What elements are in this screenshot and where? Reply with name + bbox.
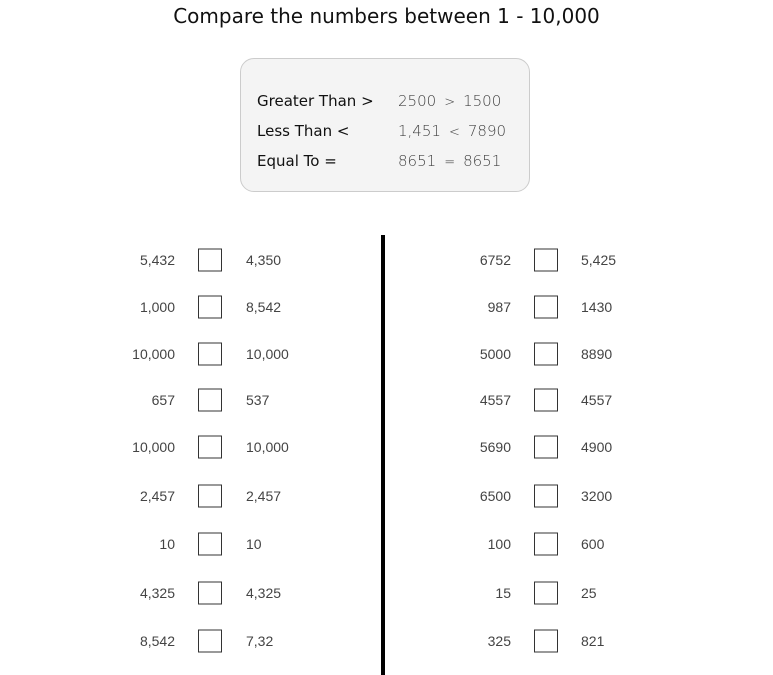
example-op: < bbox=[448, 125, 460, 140]
answer-box[interactable] bbox=[198, 435, 222, 459]
number-left: 15 bbox=[495, 585, 511, 601]
answer-box[interactable] bbox=[198, 388, 222, 412]
number-right: 2,457 bbox=[246, 488, 282, 504]
number-left: 2,457 bbox=[139, 488, 175, 504]
number-left: 6500 bbox=[479, 488, 511, 504]
answer-box[interactable] bbox=[534, 342, 558, 366]
answer-box[interactable] bbox=[198, 295, 222, 319]
number-left: 987 bbox=[487, 299, 511, 315]
number-right: 8,542 bbox=[246, 299, 282, 315]
example-b: 7890 bbox=[467, 122, 507, 140]
number-left: 10 bbox=[159, 536, 175, 552]
number-right: 821 bbox=[581, 633, 605, 649]
number-left: 5000 bbox=[479, 346, 511, 362]
legend-example: 2500 >1500 bbox=[398, 92, 501, 110]
number-right: 4557 bbox=[581, 392, 613, 408]
example-op: > bbox=[444, 95, 456, 110]
example-b: 8651 bbox=[463, 152, 502, 170]
number-right: 10,000 bbox=[246, 346, 289, 362]
answer-box[interactable] bbox=[534, 295, 558, 319]
answer-box[interactable] bbox=[198, 342, 222, 366]
answer-box[interactable] bbox=[534, 248, 558, 272]
number-right: 7,32 bbox=[246, 633, 274, 649]
number-left: 6752 bbox=[479, 252, 511, 268]
answer-box[interactable] bbox=[534, 581, 558, 605]
answer-box[interactable] bbox=[534, 484, 558, 508]
legend-box: Greater Than > 2500 >1500 Less Than < 1,4… bbox=[240, 58, 530, 192]
number-left: 10,000 bbox=[132, 346, 175, 362]
legend-label: Less Than < bbox=[257, 122, 350, 140]
answer-box[interactable] bbox=[534, 532, 558, 556]
number-left: 4557 bbox=[479, 392, 511, 408]
number-right: 537 bbox=[246, 392, 270, 408]
number-right: 4900 bbox=[581, 439, 613, 455]
example-a: 8651 bbox=[398, 152, 437, 170]
number-right: 25 bbox=[581, 585, 597, 601]
number-left: 1,000 bbox=[139, 299, 175, 315]
example-a: 2500 bbox=[398, 92, 437, 110]
answer-box[interactable] bbox=[198, 484, 222, 508]
number-right: 3200 bbox=[581, 488, 613, 504]
number-left: 10,000 bbox=[132, 439, 175, 455]
example-a: 1,451 bbox=[398, 122, 441, 140]
number-right: 10,000 bbox=[246, 439, 289, 455]
number-right: 8890 bbox=[581, 346, 613, 362]
answer-box[interactable] bbox=[534, 629, 558, 653]
answer-box[interactable] bbox=[198, 248, 222, 272]
page-title: Compare the numbers between 1 - 10,000 bbox=[173, 4, 600, 28]
example-b: 1500 bbox=[463, 92, 502, 110]
example-op: = bbox=[444, 155, 456, 170]
number-right: 10 bbox=[246, 536, 262, 552]
legend-label: Equal To = bbox=[257, 152, 337, 170]
number-left: 4,325 bbox=[139, 585, 175, 601]
number-left: 5690 bbox=[479, 439, 511, 455]
number-right: 1430 bbox=[581, 299, 613, 315]
number-right: 4,325 bbox=[246, 585, 282, 601]
answer-box[interactable] bbox=[534, 435, 558, 459]
number-left: 5,432 bbox=[139, 252, 175, 268]
number-left: 657 bbox=[151, 392, 175, 408]
answer-box[interactable] bbox=[534, 388, 558, 412]
number-right: 4,350 bbox=[246, 252, 282, 268]
legend-example: 8651 = 8651 bbox=[398, 152, 501, 170]
legend-example: 1,451 <7890 bbox=[398, 122, 506, 140]
legend-label: Greater Than > bbox=[257, 92, 374, 110]
number-left: 8,542 bbox=[139, 633, 175, 649]
number-right: 5,425 bbox=[581, 252, 617, 268]
answer-box[interactable] bbox=[198, 532, 222, 556]
number-left: 100 bbox=[487, 536, 511, 552]
answer-box[interactable] bbox=[198, 581, 222, 605]
answer-box[interactable] bbox=[198, 629, 222, 653]
column-divider bbox=[381, 235, 385, 675]
number-left: 325 bbox=[487, 633, 511, 649]
number-right: 600 bbox=[581, 536, 605, 552]
